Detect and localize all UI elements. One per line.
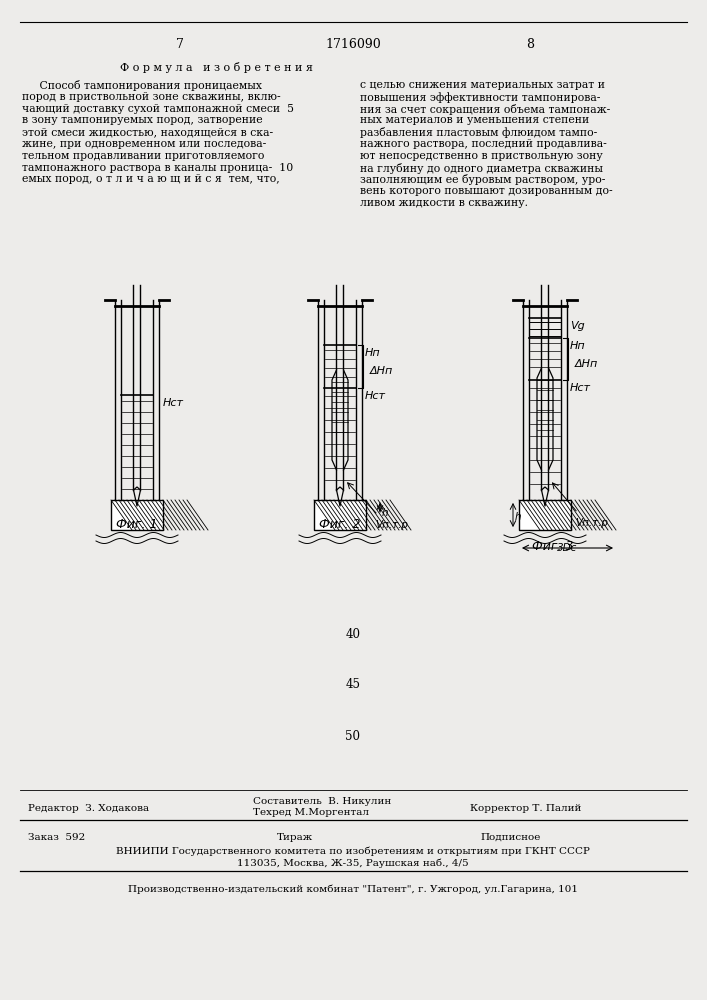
Text: ют непосредственно в приствольную зону: ют непосредственно в приствольную зону <box>360 151 603 161</box>
Text: 7: 7 <box>176 38 184 51</box>
Text: Vg: Vg <box>570 321 585 331</box>
Text: с целью снижения материальных затрат и: с целью снижения материальных затрат и <box>360 80 605 90</box>
Text: Нст: Нст <box>365 391 386 401</box>
Text: 8: 8 <box>526 38 534 51</box>
Text: ΔНп: ΔНп <box>370 366 393 376</box>
Text: Подписное: Подписное <box>480 833 540 842</box>
Text: Корректор Т. Палий: Корректор Т. Палий <box>470 804 581 813</box>
Text: ВНИИПИ Государственного комитета по изобретениям и открытиям при ГКНТ СССР: ВНИИПИ Государственного комитета по изоб… <box>116 847 590 856</box>
Text: Фиг. 2: Фиг. 2 <box>320 518 361 531</box>
Text: Составитель  В. Никулин: Составитель В. Никулин <box>253 797 391 806</box>
Bar <box>314 500 366 530</box>
Text: Нст: Нст <box>163 398 184 408</box>
Text: 50: 50 <box>346 730 361 743</box>
Text: тельном продавливании приготовляемого: тельном продавливании приготовляемого <box>22 151 264 161</box>
Text: ных материалов и уменьшения степени: ных материалов и уменьшения степени <box>360 115 589 125</box>
Text: 40: 40 <box>346 628 361 641</box>
Text: нажного раствора, последний продавлива-: нажного раствора, последний продавлива- <box>360 139 607 149</box>
Text: h: h <box>515 512 522 522</box>
Text: 45: 45 <box>346 678 361 691</box>
Text: Ф о р м у л а   и з о б р е т е н и я: Ф о р м у л а и з о б р е т е н и я <box>120 62 313 73</box>
Text: Vп.т.р: Vп.т.р <box>575 518 608 528</box>
Text: 1716090: 1716090 <box>325 38 381 51</box>
Text: Нп: Нп <box>365 348 380 358</box>
Text: жине, при одновременном или последова-: жине, при одновременном или последова- <box>22 139 267 149</box>
Text: Нп: Нп <box>570 341 585 351</box>
Text: повышения эффективности тампонирова-: повышения эффективности тампонирова- <box>360 92 600 103</box>
Text: 3Dc: 3Dc <box>557 543 578 553</box>
Text: h: h <box>382 508 389 518</box>
Text: чающий доставку сухой тампонажной смеси  5: чающий доставку сухой тампонажной смеси … <box>22 104 294 114</box>
Text: Редактор  З. Ходакова: Редактор З. Ходакова <box>28 804 149 813</box>
Text: заполняющим ее буровым раствором, уро-: заполняющим ее буровым раствором, уро- <box>360 174 605 185</box>
Text: Vп.т.р: Vп.т.р <box>375 520 408 530</box>
Text: ΔНп: ΔНп <box>575 359 598 369</box>
Text: Фиг. 1: Фиг. 1 <box>116 518 158 531</box>
Text: Нст: Нст <box>570 383 591 393</box>
Text: ния за счет сокращения объема тампонаж-: ния за счет сокращения объема тампонаж- <box>360 104 610 115</box>
Text: Способ тампонирования проницаемых: Способ тампонирования проницаемых <box>22 80 262 91</box>
Text: на глубину до одного диаметра скважины: на глубину до одного диаметра скважины <box>360 163 603 174</box>
Text: в зону тампонируемых пород, затворение: в зону тампонируемых пород, затворение <box>22 115 262 125</box>
Text: Фиг. 3: Фиг. 3 <box>532 540 574 553</box>
Text: вень которого повышают дозированным до-: вень которого повышают дозированным до- <box>360 186 613 196</box>
Text: этой смеси жидкостью, находящейся в ска-: этой смеси жидкостью, находящейся в ска- <box>22 127 273 137</box>
Text: 113035, Москва, Ж-35, Раушская наб., 4/5: 113035, Москва, Ж-35, Раушская наб., 4/5 <box>237 859 469 868</box>
Text: Тираж: Тираж <box>277 833 313 842</box>
Text: Заказ  592: Заказ 592 <box>28 833 86 842</box>
Text: пород в приствольной зоне скважины, вклю-: пород в приствольной зоне скважины, вклю… <box>22 92 281 102</box>
Bar <box>111 500 163 530</box>
Text: разбавления пластовым флюидом тампо-: разбавления пластовым флюидом тампо- <box>360 127 597 138</box>
Text: ливом жидкости в скважину.: ливом жидкости в скважину. <box>360 198 528 208</box>
Text: тампонажного раствора в каналы проница-  10: тампонажного раствора в каналы проница- … <box>22 163 293 173</box>
Text: емых пород, о т л и ч а ю щ и й с я  тем, что,: емых пород, о т л и ч а ю щ и й с я тем,… <box>22 174 280 184</box>
Text: Техред М.Моргентал: Техред М.Моргентал <box>253 808 369 817</box>
Text: Производственно-издательский комбинат "Патент", г. Ужгород, ул.Гагарина, 101: Производственно-издательский комбинат "П… <box>128 884 578 894</box>
Bar <box>519 500 571 530</box>
